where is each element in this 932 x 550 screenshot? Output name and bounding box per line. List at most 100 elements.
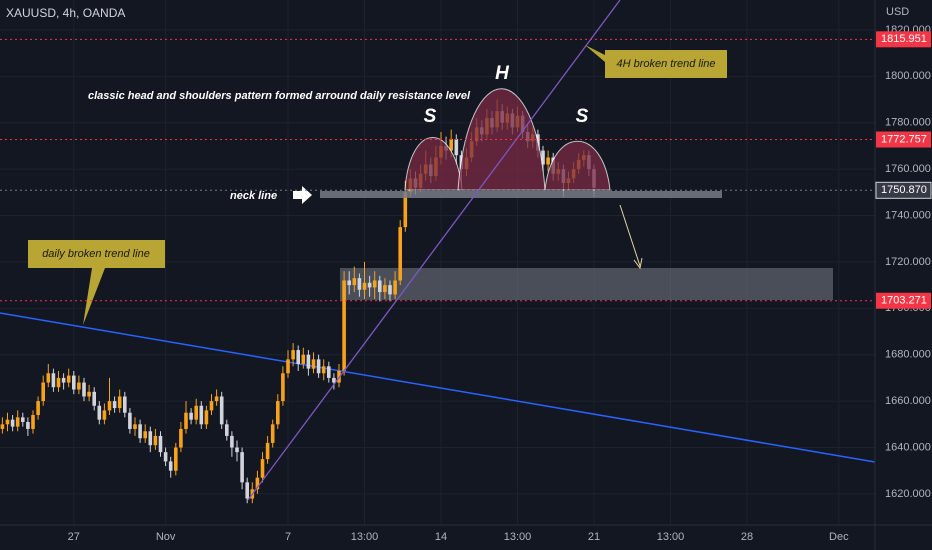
chart-title: XAUUSD, 4h, OANDA [6, 6, 125, 20]
candle-body [41, 382, 45, 402]
candle-body [240, 452, 244, 483]
candle-body [97, 405, 102, 420]
candle-body [5, 419, 10, 425]
candle-body [82, 382, 86, 397]
candle-body [21, 417, 25, 422]
candle-body [46, 373, 51, 383]
level-label-bg [876, 31, 931, 48]
projection-arrow-head [633, 257, 643, 270]
callout-daily [28, 240, 165, 325]
candle-body [546, 157, 550, 165]
y-tick-label: 1640.000 [885, 441, 931, 453]
y-tick-label: 1800.000 [885, 70, 931, 82]
level-label: 1815.951 [881, 33, 927, 45]
candle-body [398, 227, 402, 281]
candle-body [179, 428, 183, 448]
candle-body [194, 405, 198, 420]
candle-body [204, 410, 209, 425]
x-tick-label: Dec [829, 531, 849, 543]
candle-body [367, 282, 372, 288]
x-tick-label: 14 [435, 531, 447, 543]
x-tick-label: 28 [741, 531, 753, 543]
candle-body [270, 424, 275, 443]
x-tick-label: 13:00 [657, 531, 685, 543]
neck-arrow [293, 186, 312, 204]
candle-body [0, 424, 5, 429]
candle-body [235, 447, 239, 453]
candle-body [87, 391, 91, 397]
candle-body [342, 280, 346, 371]
candle-body [174, 447, 178, 471]
y-tick-label: 1780.000 [885, 117, 931, 129]
candle-body [372, 280, 377, 288]
candle-body [296, 350, 300, 364]
candle-body [245, 482, 249, 499]
candle-body [265, 442, 270, 460]
candle-body [117, 396, 122, 409]
4h-trend-line [247, 0, 621, 501]
candle-body [138, 424, 142, 439]
candle-body [184, 412, 188, 429]
axes: 1620.0001640.0001660.0001680.0001700.000… [0, 24, 932, 543]
candle-body [153, 435, 158, 446]
y-tick-label: 1660.000 [885, 395, 931, 407]
annotation: H [495, 63, 510, 84]
candle-body [61, 377, 66, 383]
candle-body [393, 280, 397, 295]
candle-body [352, 278, 357, 286]
candle-body [107, 401, 112, 411]
candle-body [383, 285, 387, 293]
x-tick-label: 21 [588, 531, 600, 543]
candle-body [168, 461, 173, 471]
candle-body [51, 373, 56, 388]
candle-body [66, 375, 71, 383]
annotation: S [424, 106, 437, 127]
x-tick-label: 7 [285, 531, 291, 543]
candle-body [281, 373, 285, 402]
candle-body [128, 412, 132, 429]
y-tick-label: 1760.000 [885, 163, 931, 175]
candle-body [255, 477, 260, 490]
candle-body [112, 401, 117, 409]
candle-body [72, 375, 76, 390]
candle-body [219, 396, 224, 425]
level-label: 1750.870 [881, 184, 927, 196]
candle-body [225, 424, 229, 436]
candle-body [316, 359, 321, 374]
candle-body [123, 396, 127, 413]
candle-body [327, 366, 331, 378]
daily-trend-line [0, 312, 876, 463]
candle-body [332, 377, 336, 383]
candle-body [158, 435, 163, 453]
candle-body [133, 424, 137, 429]
candle-body [306, 354, 311, 369]
candle-body [449, 138, 453, 151]
annotation: neck line [230, 190, 277, 202]
level-label: 1703.271 [881, 295, 927, 307]
callout-4h [585, 45, 727, 78]
annotation: classic head and shoulders pattern forme… [88, 90, 471, 102]
candle-body [36, 401, 40, 416]
candle-body [276, 401, 280, 425]
candle-body [92, 391, 96, 406]
candle-body [454, 138, 459, 156]
candle-body [148, 431, 153, 446]
candle-body [291, 350, 295, 360]
y-tick-label: 1740.000 [885, 209, 931, 221]
x-tick-label: 13:00 [504, 531, 532, 543]
projection-arrow [619, 204, 641, 267]
candle-body [347, 280, 351, 286]
candle-body [403, 192, 408, 228]
candle-body [163, 452, 168, 462]
level-label: 1772.757 [881, 133, 927, 145]
candle-body [286, 359, 290, 374]
annotation: S [576, 106, 589, 127]
candle-body [357, 278, 362, 290]
candle-body [56, 377, 61, 388]
candle-body [260, 459, 265, 478]
x-tick-label: Nov [156, 531, 176, 543]
neck-line-zone [320, 191, 722, 198]
price-axis [875, 0, 932, 550]
candle-body [26, 421, 30, 429]
